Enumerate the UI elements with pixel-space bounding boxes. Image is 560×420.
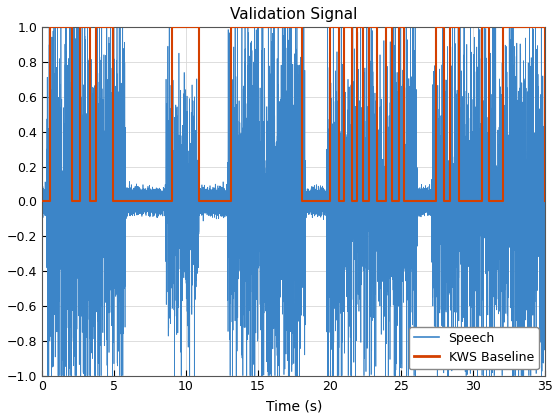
X-axis label: Time (s): Time (s) [265,399,322,413]
Legend: Speech, KWS Baseline: Speech, KWS Baseline [409,327,539,369]
Title: Validation Signal: Validation Signal [230,7,357,22]
